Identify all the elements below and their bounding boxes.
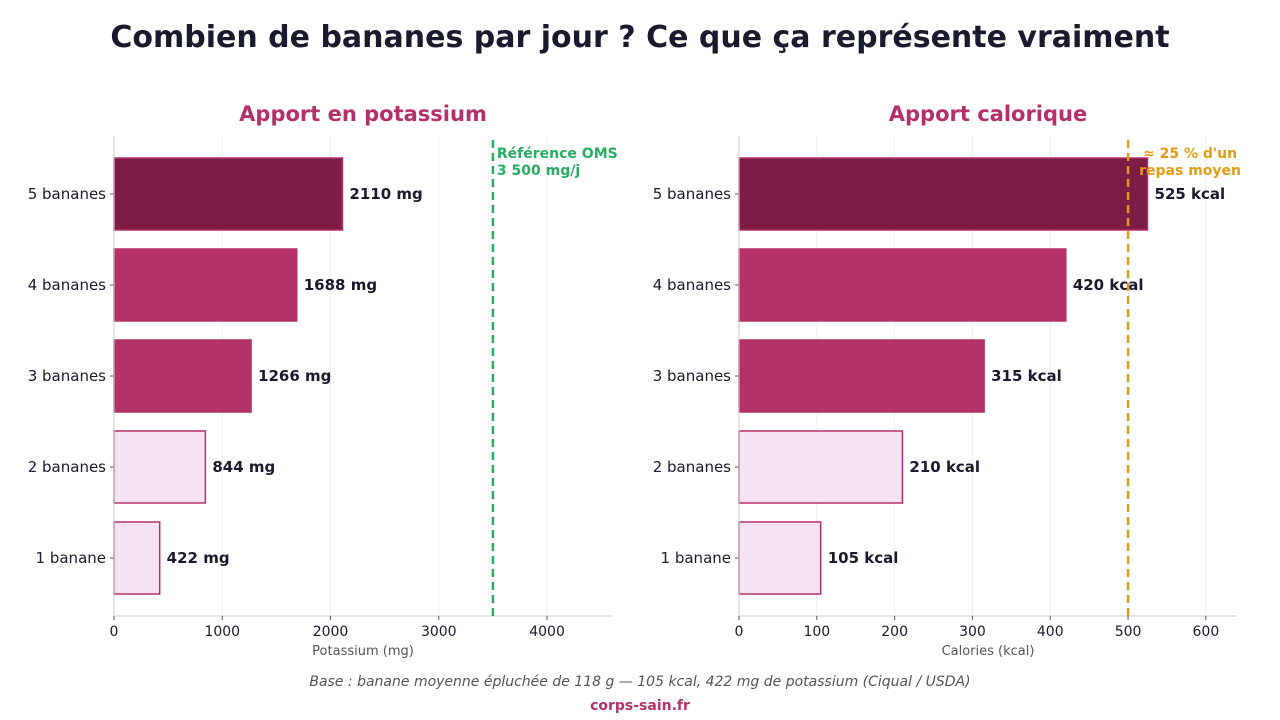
potassium-reference-label-1: Référence OMS	[497, 146, 618, 162]
potassium-xtick-label-4: 4000	[529, 624, 565, 640]
potassium-value-label-5: 422 mg	[167, 549, 230, 567]
potassium-x-axis-label: Potassium (mg)	[312, 644, 414, 659]
calories-category-label-2: 4 bananes	[653, 276, 731, 294]
calories-xtick-label-5: 500	[1115, 624, 1142, 640]
calories-bar-1	[738, 157, 1149, 231]
potassium-bar-4	[113, 430, 207, 504]
potassium-bar-1	[113, 157, 344, 231]
potassium-value-label-1: 2110 mg	[349, 185, 422, 203]
potassium-panel-title: Apport en potassium	[239, 102, 487, 126]
calories-bar-4	[738, 430, 904, 504]
calories-value-label-2: 420 kcal	[1073, 276, 1144, 294]
calories-xtick-label-1: 100	[803, 624, 830, 640]
calories-xtick-label-3: 300	[959, 624, 986, 640]
calories-bar-5	[738, 521, 822, 595]
potassium-bar-5	[113, 521, 161, 595]
calories-value-label-3: 315 kcal	[991, 367, 1062, 385]
calories-category-label-3: 3 bananes	[653, 367, 731, 385]
potassium-bar-2	[113, 248, 298, 322]
calories-category-label-1: 5 bananes	[653, 185, 731, 203]
potassium-category-label-2: 4 bananes	[28, 276, 106, 294]
potassium-xtick-label-3: 3000	[421, 624, 457, 640]
calories-value-label-1: 525 kcal	[1155, 185, 1226, 203]
potassium-category-label-5: 1 banane	[36, 549, 106, 567]
calories-panel-title: Apport calorique	[889, 102, 1087, 126]
potassium-bar-3	[113, 339, 252, 413]
potassium-category-label-4: 2 bananes	[28, 458, 106, 476]
potassium-xtick-label-0: 0	[110, 624, 119, 640]
calories-bar-3	[738, 339, 985, 413]
potassium-category-label-1: 5 bananes	[28, 185, 106, 203]
footer-note: Base : banane moyenne épluchée de 118 g …	[309, 674, 971, 690]
potassium-reference-label-2: 3 500 mg/j	[497, 163, 580, 179]
calories-value-label-4: 210 kcal	[909, 458, 980, 476]
calories-bar-2	[738, 248, 1067, 322]
calories-xtick-label-6: 600	[1193, 624, 1220, 640]
calories-category-label-5: 1 banane	[661, 549, 731, 567]
calories-xtick-label-2: 200	[881, 624, 908, 640]
page-title: Combien de bananes par jour ? Ce que ça …	[110, 20, 1170, 55]
calories-xtick-label-0: 0	[735, 624, 744, 640]
potassium-value-label-3: 1266 mg	[258, 367, 331, 385]
potassium-category-label-3: 3 bananes	[28, 367, 106, 385]
potassium-value-label-2: 1688 mg	[304, 276, 377, 294]
calories-category-label-4: 2 bananes	[653, 458, 731, 476]
potassium-value-label-4: 844 mg	[212, 458, 275, 476]
calories-value-label-5: 105 kcal	[828, 549, 899, 567]
calories-reference-label-2: repas moyen	[1139, 163, 1241, 179]
potassium-xtick-label-1: 1000	[204, 624, 240, 640]
calories-x-axis-label: Calories (kcal)	[942, 644, 1035, 659]
calories-reference-label-1: ≈ 25 % d'un	[1143, 146, 1237, 162]
calories-xtick-label-4: 400	[1037, 624, 1064, 640]
footer-site: corps-sain.fr	[590, 698, 690, 714]
potassium-xtick-label-2: 2000	[313, 624, 349, 640]
